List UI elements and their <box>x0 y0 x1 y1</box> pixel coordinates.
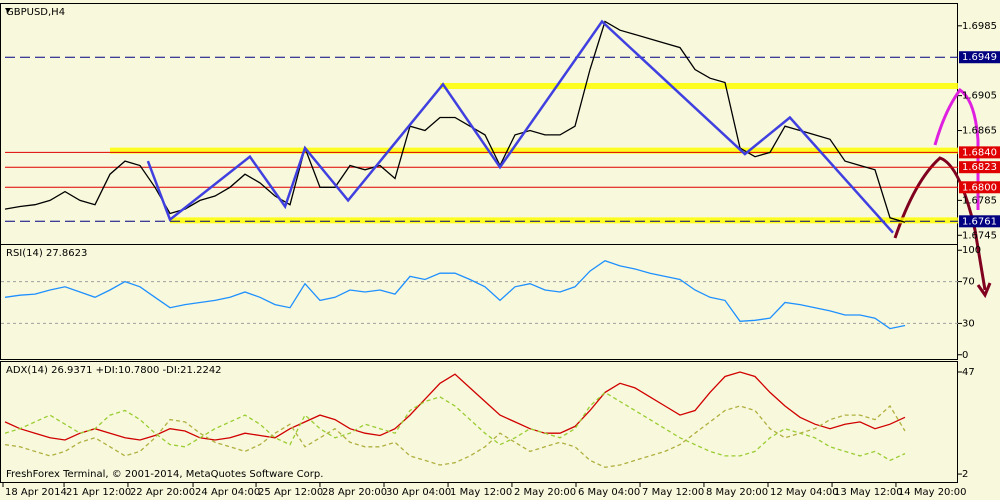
y-tick-label: 1.6865 <box>962 126 997 137</box>
indicator-line <box>4 391 906 462</box>
panel-title: ADX(14) 26.9371 +DI:10.7800 -DI:21.2242 <box>6 365 222 376</box>
x-tick-label: 13 May 12:00 <box>834 487 903 498</box>
x-tick-label: 8 May 20:00 <box>706 487 768 498</box>
y-tick-label: 1.6745 <box>962 230 997 241</box>
zigzag-line <box>146 19 894 234</box>
y-tick-label: 70 <box>962 277 975 288</box>
level-tag <box>959 181 1000 194</box>
panel-title: RSI(14) 27.8623 <box>6 248 87 259</box>
level-tag <box>959 215 1000 228</box>
arrow-head <box>976 282 992 299</box>
y-tick-label: 1.6905 <box>962 91 997 102</box>
y-tick-label: 1.6785 <box>962 195 997 206</box>
y-tick-label: 1.6985 <box>962 21 997 32</box>
y-tick-label: 47 <box>962 367 975 378</box>
x-tick-label: 1 May 12:00 <box>450 487 512 498</box>
level-tag-label: 1.6800 <box>962 182 997 193</box>
x-tick-label: 25 Apr 12:00 <box>258 487 323 498</box>
x-tick-label: 24 Apr 04:00 <box>195 487 260 498</box>
price-line <box>4 259 906 330</box>
x-tick-label: 6 May 04:00 <box>578 487 640 498</box>
level-tag <box>959 51 1000 64</box>
rsi-frame <box>0 244 958 360</box>
y-tick-label: 2 <box>962 469 968 480</box>
level-tag-label: 1.6949 <box>962 52 997 63</box>
y-tick-label: 100 <box>962 245 981 256</box>
x-tick-label: 22 Apr 20:00 <box>130 487 195 498</box>
price-line <box>4 20 906 223</box>
level-tag <box>959 146 1000 159</box>
footer: FreshForex Terminal, © 2001-2014, MetaQu… <box>6 469 323 480</box>
level-tag-label: 1.6761 <box>962 216 997 227</box>
indicator-line <box>4 404 906 468</box>
forecast-arrow <box>933 87 980 210</box>
adx-frame <box>0 361 958 483</box>
x-tick-label: 2 May 20:00 <box>514 487 576 498</box>
frames <box>0 3 958 483</box>
x-tick-label: 28 Apr 20:00 <box>322 487 387 498</box>
x-tick-label: 14 May 20:00 <box>898 487 967 498</box>
x-tick-label: 21 Apr 12:00 <box>66 487 131 498</box>
level-tag <box>959 161 1000 174</box>
y-tick-label: 30 <box>962 318 975 329</box>
menu-icon[interactable] <box>5 8 11 13</box>
level-tag-label: 1.6840 <box>962 147 997 158</box>
level-tag-label: 1.6823 <box>962 162 997 173</box>
x-tick-label: 12 May 04:00 <box>770 487 839 498</box>
forecast-arrow <box>893 156 987 291</box>
y-tick-label: 0 <box>962 350 968 361</box>
x-tick-label: 7 May 12:00 <box>642 487 704 498</box>
x-tick-label: 30 Apr 04:00 <box>386 487 451 498</box>
indicator-line <box>4 371 906 441</box>
x-tick-label: 18 Apr 2014 <box>5 487 67 498</box>
panel-title: GBPUSD,H4 <box>6 7 65 18</box>
